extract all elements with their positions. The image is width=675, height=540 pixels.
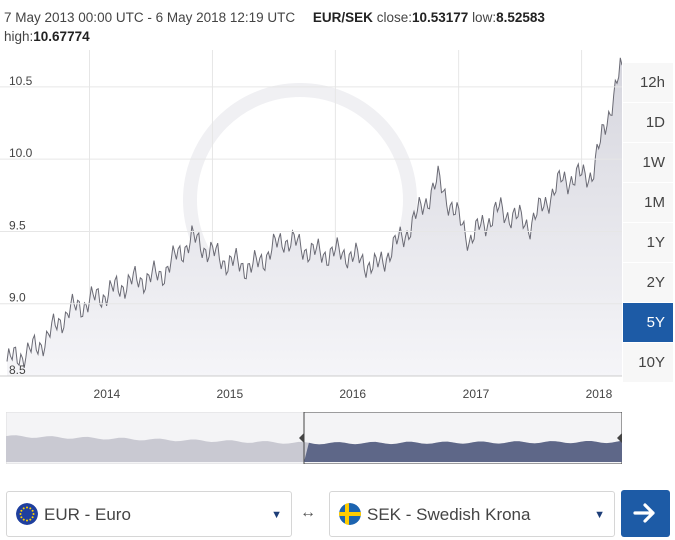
y-tick-label: 9.0: [9, 291, 26, 305]
navigator-handle-right: [617, 433, 622, 443]
to-currency-select[interactable]: SEK - Swedish Krona ▼: [329, 491, 615, 537]
sweden-flag-icon: [339, 503, 361, 525]
to-currency-label: SEK - Swedish Krona: [367, 505, 531, 524]
price-chart[interactable]: 2014 2015 2016 2017 2018 8.5 9.0 9.5 10.0 10.5: [0, 50, 622, 404]
series-area: [7, 57, 622, 377]
from-currency-label: EUR - Euro: [44, 505, 131, 524]
range-button-1d[interactable]: 1D: [623, 103, 673, 143]
close-value: 10.53177: [411, 10, 469, 25]
x-tick-label: 2017: [463, 387, 490, 401]
range-button-5y[interactable]: 5Y: [623, 303, 673, 343]
range-button-12h[interactable]: 12h: [623, 63, 673, 103]
from-currency-select[interactable]: EUR - Euro ▼: [6, 491, 292, 537]
x-tick-label: 2015: [216, 387, 243, 401]
high-label: high:: [4, 29, 34, 44]
price-chart-svg[interactable]: 2014 2015 2016 2017 2018 8.5 9.0 9.5 10.0 10.5: [0, 50, 622, 404]
close-label: close:: [376, 10, 412, 25]
low-value: 8.52583: [496, 10, 545, 25]
low-label: low:: [472, 10, 497, 25]
high-value: 10.67774: [33, 29, 90, 44]
y-tick-label: 10.5: [9, 74, 33, 88]
swap-icon[interactable]: ↔: [300, 504, 316, 521]
range-button-1m[interactable]: 1M: [623, 183, 673, 223]
range-button-2y[interactable]: 2Y: [623, 263, 673, 303]
y-tick-label: 10.0: [9, 146, 33, 160]
y-tick-label: 9.5: [9, 218, 26, 232]
chart-navigator[interactable]: [5, 411, 623, 465]
chart-header: 7 May 2013 00:00 UTC - 6 May 2018 12:19 …: [4, 8, 644, 46]
x-tick-label: 2014: [94, 387, 121, 401]
x-tick-label: 2016: [339, 387, 366, 401]
currency-pair: EUR/SEK: [312, 10, 373, 25]
eu-flag-icon: [16, 503, 38, 525]
chevron-down-icon: ▼: [271, 509, 282, 521]
convert-button[interactable]: [621, 490, 670, 537]
navigator-selected-area: [304, 440, 622, 462]
range-button-10y[interactable]: 10Y: [623, 343, 673, 383]
date-range-text: 7 May 2013 00:00 UTC - 6 May 2018 12:19 …: [4, 10, 296, 25]
navigator-handle-left: [299, 433, 304, 443]
navigator-svg[interactable]: [5, 411, 623, 465]
series-line: [6, 57, 622, 368]
x-tick-label: 2018: [586, 387, 613, 401]
chevron-down-icon: ▼: [594, 509, 605, 521]
time-range-selector: 12h 1D 1W 1M 1Y 2Y 5Y 10Y: [623, 63, 673, 383]
range-button-1w[interactable]: 1W: [623, 143, 673, 183]
arrow-right-icon: [633, 503, 655, 523]
range-button-1y[interactable]: 1Y: [623, 223, 673, 263]
y-tick-label: 8.5: [9, 363, 26, 377]
